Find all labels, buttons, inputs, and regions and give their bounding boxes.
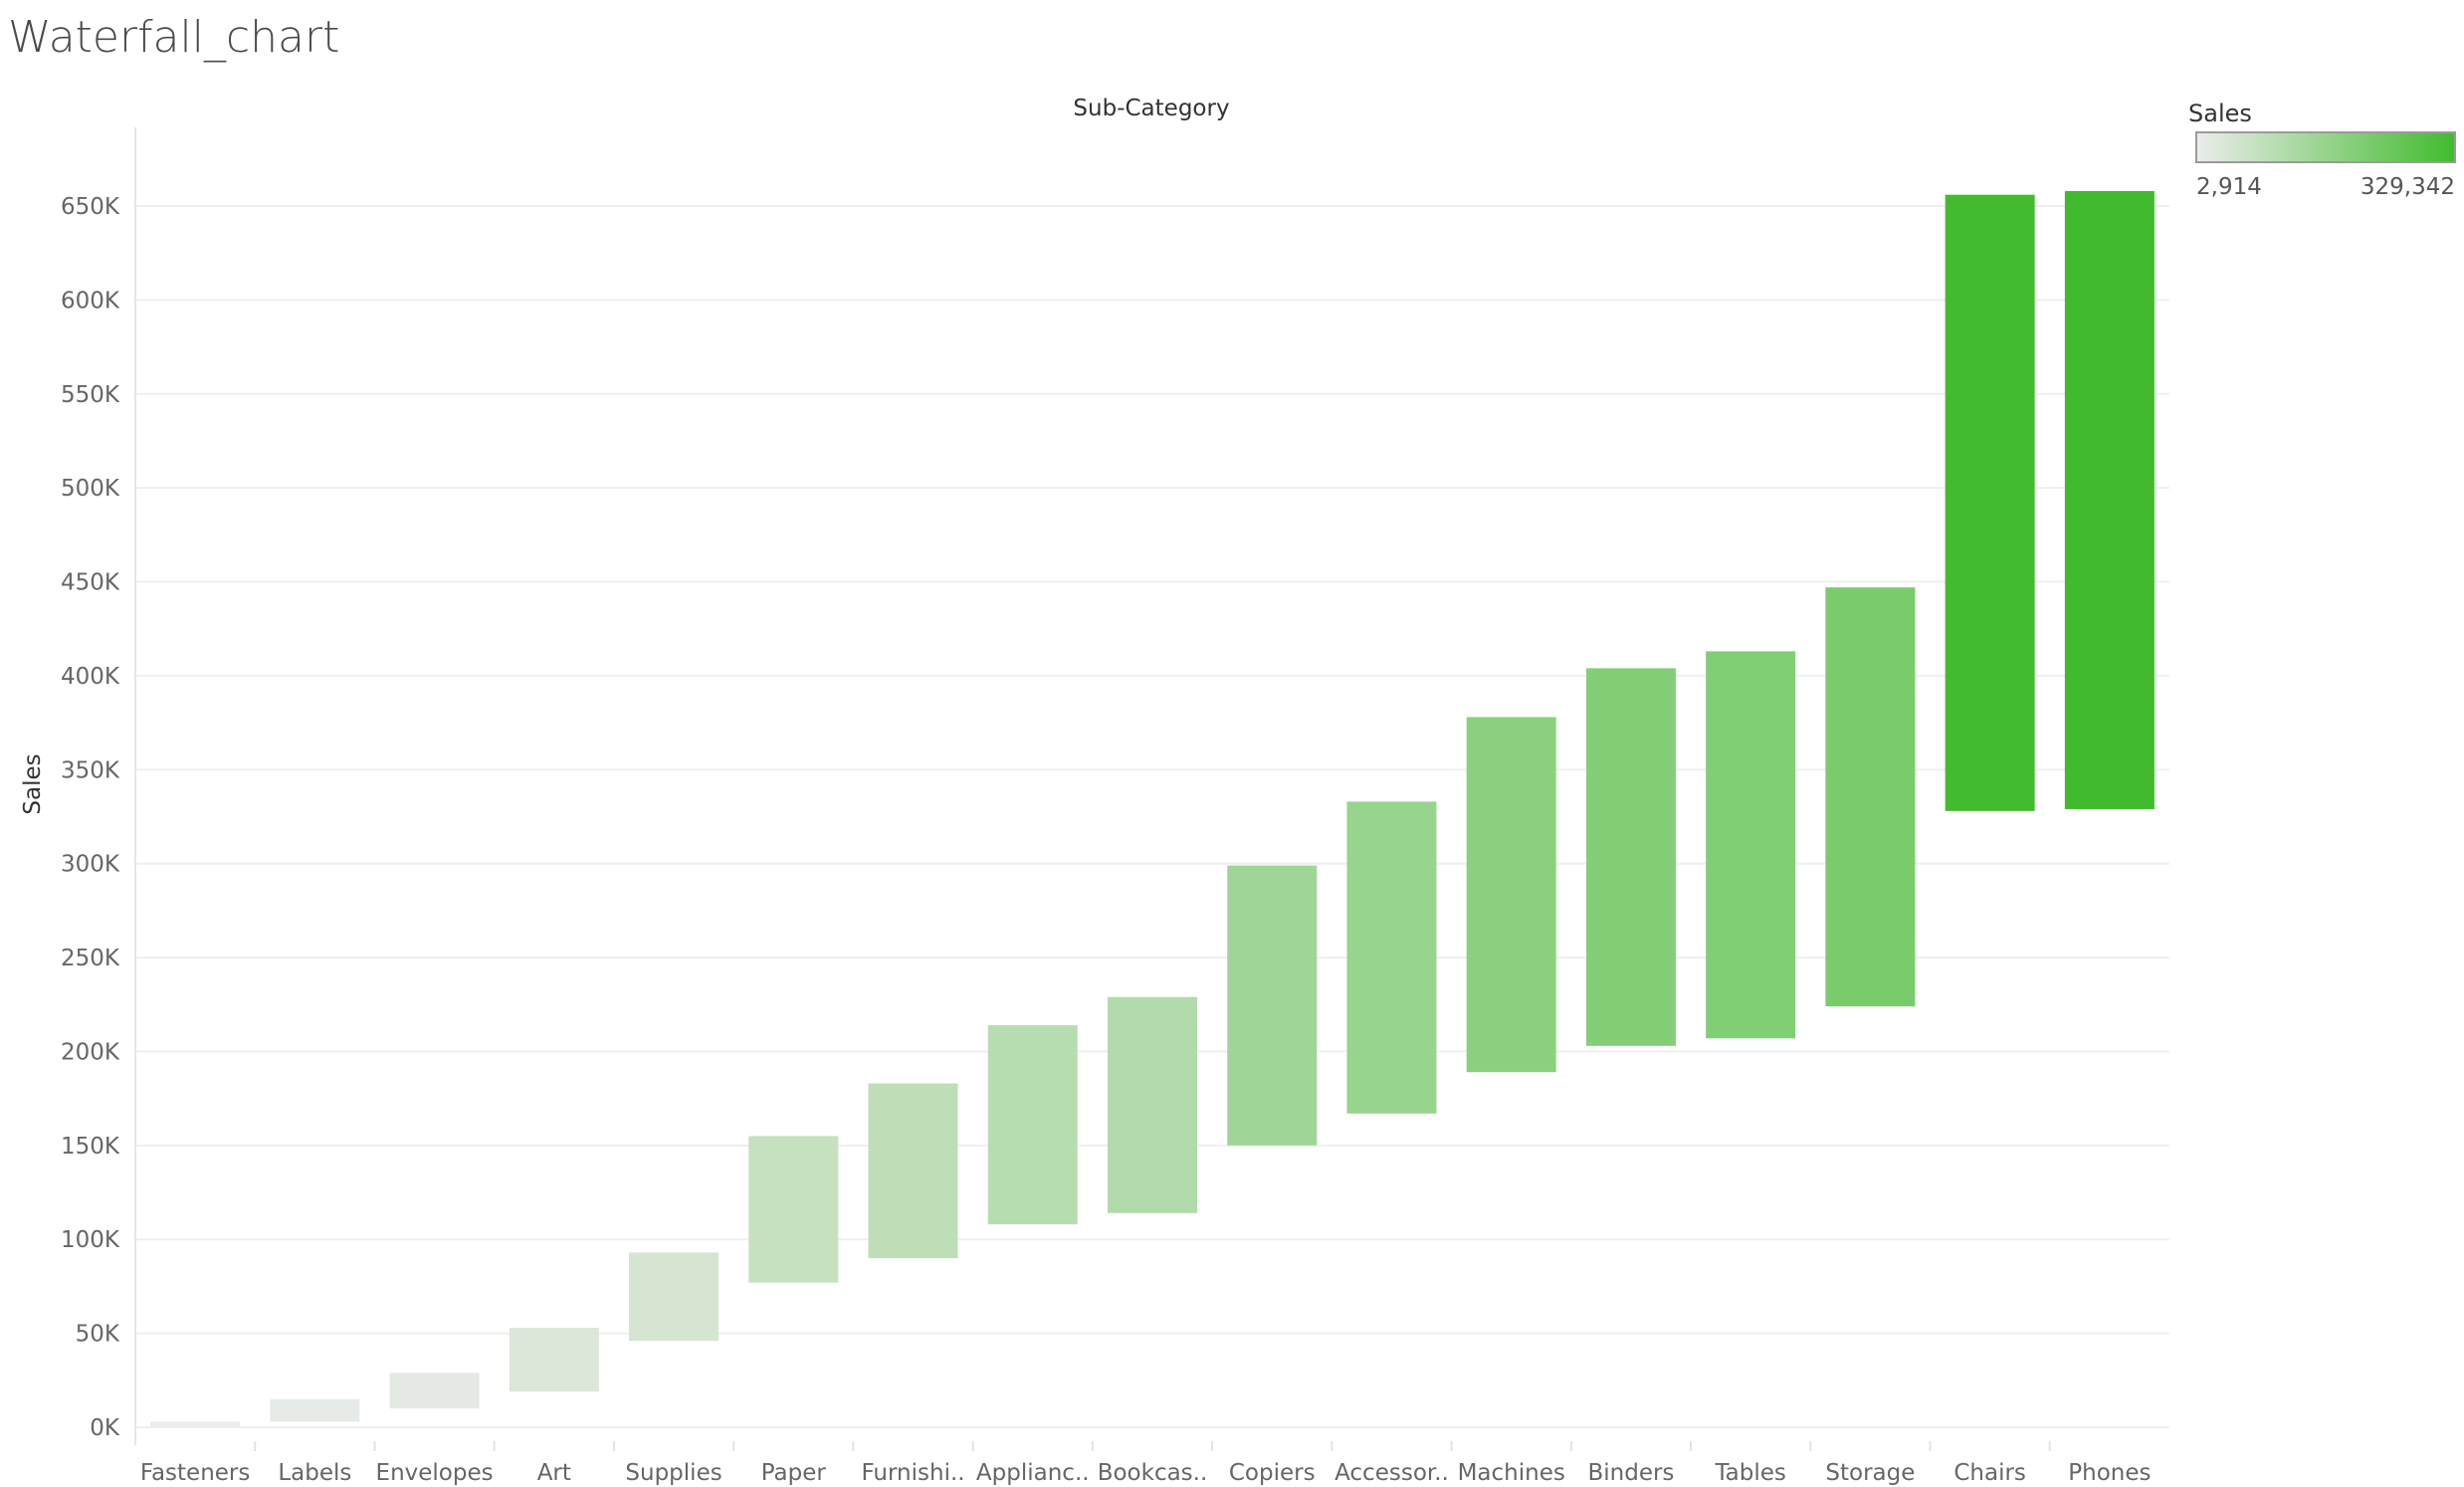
bars (150, 190, 2155, 1427)
x-tick-label: Phones (2068, 1460, 2151, 1486)
gridlines (135, 205, 2169, 1428)
x-tick-label: Applianc.. (976, 1460, 1090, 1486)
y-tick-label: 100K (61, 1227, 120, 1253)
x-axis-ticks: Fasteners Labels Envelopes Art Supplies Paper… (140, 1460, 2152, 1486)
waterfall-bar[interactable] (509, 1327, 599, 1392)
waterfall-bar[interactable] (1346, 801, 1437, 1114)
waterfall-bar[interactable] (1108, 996, 1197, 1213)
x-tick-label: Binders (1587, 1460, 1674, 1486)
y-tick-label: 600K (61, 288, 120, 314)
y-axis-ticks: 0K 50K 100K 150K 200K 250K 300K 350K 400K 450K 500… (61, 194, 120, 1441)
column-separators (254, 1441, 2051, 1451)
waterfall-bar[interactable] (1227, 865, 1318, 1146)
y-tick-label: 500K (61, 476, 120, 502)
x-tick-label: Accessor.. (1335, 1460, 1449, 1486)
waterfall-bar[interactable] (150, 1421, 241, 1427)
sheet-title: Waterfall_chart (8, 12, 340, 63)
waterfall-bar[interactable] (389, 1373, 480, 1409)
waterfall-bar[interactable] (1825, 587, 1916, 1007)
waterfall-bar[interactable] (868, 1083, 958, 1259)
waterfall-bar[interactable] (270, 1398, 360, 1422)
x-tick-label: Machines (1458, 1460, 1565, 1486)
x-tick-label: Supplies (625, 1460, 721, 1486)
x-tick-label: Furnishi.. (861, 1460, 964, 1486)
color-legend[interactable]: Sales 2,914 329,342 (2188, 100, 2456, 200)
x-tick-label: Fasteners (140, 1460, 251, 1486)
waterfall-bar[interactable] (1945, 194, 2035, 811)
y-tick-label: 300K (61, 852, 120, 878)
y-tick-label: 0K (90, 1415, 120, 1441)
y-tick-label: 150K (61, 1134, 120, 1160)
x-tick-label: Art (537, 1460, 571, 1486)
y-tick-label: 550K (61, 382, 120, 408)
waterfall-bar[interactable] (1466, 717, 1556, 1073)
y-tick-label: 650K (61, 194, 120, 220)
x-tick-label: Tables (1714, 1460, 1785, 1486)
y-tick-label: 450K (61, 570, 120, 596)
legend-title: Sales (2188, 100, 2252, 127)
x-tick-label: Labels (278, 1460, 351, 1486)
waterfall-bar[interactable] (629, 1252, 719, 1342)
legend-min-label: 2,914 (2196, 174, 2262, 200)
y-tick-label: 50K (76, 1322, 120, 1348)
y-tick-label: 200K (61, 1039, 120, 1065)
legend-max-label: 329,342 (2361, 174, 2455, 200)
x-tick-label: Copiers (1229, 1460, 1316, 1486)
waterfall-bar[interactable] (2064, 190, 2155, 809)
y-tick-label: 350K (61, 757, 120, 783)
x-tick-label: Chairs (1953, 1460, 2026, 1486)
y-axis-title: Sales (20, 753, 46, 814)
x-tick-label: Bookcas.. (1098, 1460, 1208, 1486)
waterfall-bar[interactable] (1585, 668, 1676, 1046)
x-tick-label: Envelopes (376, 1460, 494, 1486)
y-tick-label: 400K (61, 664, 120, 690)
x-tick-label: Storage (1825, 1460, 1915, 1486)
waterfall-bar[interactable] (1706, 651, 1796, 1039)
column-header: Sub-Category (1073, 96, 1229, 121)
y-tick-label: 250K (61, 946, 120, 971)
waterfall-bar[interactable] (987, 1025, 1078, 1225)
waterfall-bar[interactable] (748, 1136, 839, 1283)
legend-gradient-bar (2195, 131, 2456, 163)
x-tick-label: Paper (761, 1460, 827, 1486)
